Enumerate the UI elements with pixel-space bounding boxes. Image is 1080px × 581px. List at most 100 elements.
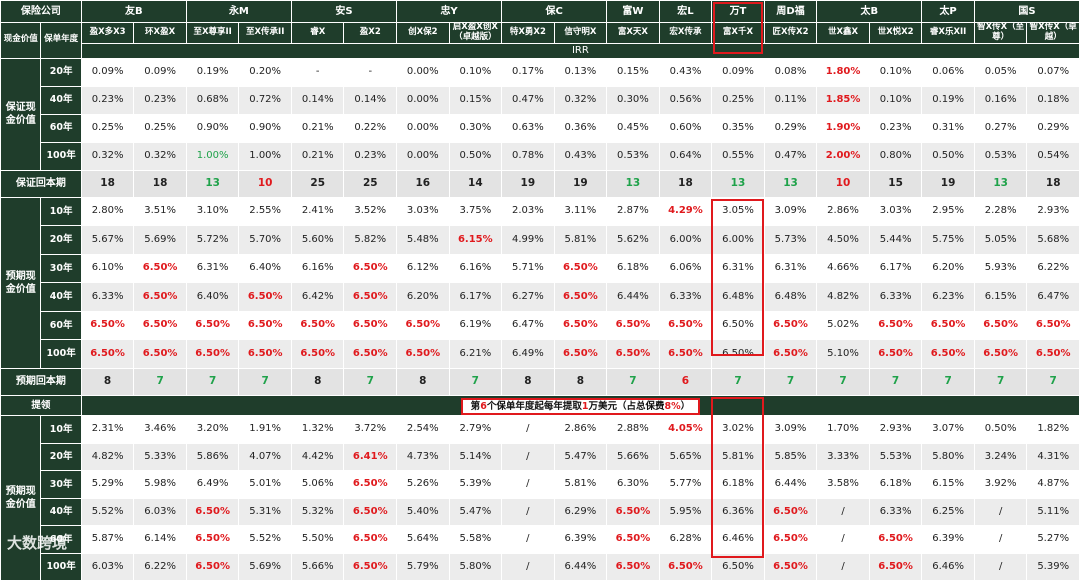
- value-cell: 0.19%: [921, 85, 975, 115]
- value-cell: 0.10%: [448, 57, 503, 87]
- value-cell: 0.80%: [868, 141, 923, 171]
- expected-payback-row: 预期回本期 8 7 7 7 8 7 8 7 8 8 7 6 7 7 7 7 7 7 7: [0, 367, 1080, 396]
- value-cell: 0.22%: [343, 113, 398, 143]
- value-cell: 2.86%: [816, 196, 870, 227]
- year-label: 10年: [40, 196, 82, 227]
- value-cell: 2.93%: [868, 415, 923, 444]
- table-row: 100年 6.50% 6.50% 6.50% 6.50% 6.50% 6.50% 6.50% 6…: [1, 339, 1080, 369]
- value-cell: 4.05%: [658, 415, 713, 444]
- table-row: 100年 6.03% 6.22% 6.50% 5.69% 5.66% 6.50% 5.79% 5…: [1, 552, 1080, 581]
- value-cell: 4.31%: [1026, 442, 1080, 472]
- value-cell: 0.16%: [973, 85, 1028, 115]
- value-cell: 6.50%: [343, 339, 398, 369]
- value-cell: 1.00%: [238, 141, 292, 171]
- value-cell: 0.13%: [553, 57, 608, 87]
- value-cell: 6.12%: [396, 253, 450, 284]
- payback-value: 10: [816, 169, 870, 198]
- value-cell: 1.00%: [185, 141, 240, 171]
- value-cell: 0.06%: [921, 57, 975, 87]
- value-cell: 2.79%: [448, 415, 503, 444]
- value-cell: 6.50%: [711, 339, 765, 369]
- value-cell: /: [501, 552, 555, 581]
- product-name: 盈X2: [343, 22, 398, 44]
- value-cell: 0.00%: [396, 113, 450, 143]
- value-cell: 5.53%: [868, 442, 923, 472]
- value-cell: 3.03%: [396, 196, 450, 227]
- payback-value: 18: [1026, 169, 1080, 198]
- value-cell: 0.56%: [658, 85, 713, 115]
- value-cell: 6.50%: [763, 552, 818, 581]
- payback-value: 7: [185, 367, 240, 396]
- year-label: 40年: [40, 282, 82, 312]
- product-name: 环X盈X: [133, 22, 187, 44]
- value-cell: 6.50%: [553, 253, 608, 284]
- value-cell: 5.72%: [185, 225, 240, 255]
- table-row: 60年 6.50% 6.50% 6.50% 6.50% 6.50% 6.50% 6.50% 6.…: [1, 310, 1080, 341]
- value-cell: 1.32%: [290, 415, 345, 444]
- value-cell: /: [973, 552, 1028, 581]
- value-cell: 3.72%: [343, 415, 398, 444]
- value-cell: 6.33%: [868, 282, 923, 312]
- value-cell: 0.15%: [606, 57, 660, 87]
- value-cell: 5.70%: [238, 225, 292, 255]
- value-cell: 3.07%: [921, 415, 975, 444]
- value-cell: 6.50%: [553, 310, 608, 341]
- value-cell: 5.52%: [80, 497, 135, 527]
- value-cell: 6.46%: [711, 525, 765, 554]
- payback-value: 7: [448, 367, 503, 396]
- value-cell: 6.50%: [606, 339, 660, 369]
- value-cell: 6.23%: [921, 282, 975, 312]
- value-cell: 6.15%: [973, 282, 1028, 312]
- value-cell: 3.05%: [711, 196, 765, 227]
- value-cell: 6.22%: [1026, 253, 1080, 284]
- value-cell: 6.03%: [80, 552, 135, 581]
- value-cell: 6.00%: [658, 225, 713, 255]
- value-cell: 4.07%: [238, 442, 292, 472]
- value-cell: 5.77%: [658, 470, 713, 499]
- year-label: 100年: [40, 141, 82, 171]
- banner-text-banner-d: ）: [680, 400, 691, 412]
- value-cell: 6.50%: [396, 339, 450, 369]
- value-cell: 5.71%: [501, 253, 555, 284]
- value-cell: 5.66%: [606, 442, 660, 472]
- company-name: 万T: [711, 0, 765, 23]
- withdraw-banner-row: 提领 第6个保单年度起每年提取1万美元（占总保费8%）: [0, 394, 1080, 417]
- value-cell: 6.15%: [448, 225, 503, 255]
- value-cell: 6.31%: [185, 253, 240, 284]
- value-cell: 6.50%: [711, 552, 765, 581]
- value-cell: 5.32%: [290, 497, 345, 527]
- year-label: 40年: [40, 85, 82, 115]
- product-name: 信守明X: [553, 22, 608, 44]
- value-cell: 6.50%: [973, 339, 1028, 369]
- value-cell: 2.41%: [290, 196, 345, 227]
- value-cell: 0.14%: [343, 85, 398, 115]
- value-cell: 6.50%: [185, 339, 240, 369]
- value-cell: 0.64%: [658, 141, 713, 171]
- value-cell: 0.00%: [396, 85, 450, 115]
- value-cell: 6.47%: [1026, 282, 1080, 312]
- value-cell: 5.80%: [921, 442, 975, 472]
- payback-value: 18: [658, 169, 713, 198]
- value-cell: 0.14%: [290, 85, 345, 115]
- value-cell: 4.82%: [80, 442, 135, 472]
- banner-text-banner-num1: 6: [480, 400, 487, 412]
- value-cell: 0.30%: [448, 113, 503, 143]
- banner-text-banner-num2: 1: [581, 400, 589, 412]
- value-cell: 6.50%: [290, 339, 345, 369]
- payback-value: 7: [711, 367, 765, 396]
- value-cell: 6.44%: [763, 470, 818, 499]
- value-cell: 0.30%: [606, 85, 660, 115]
- product-name: 创X保2: [396, 22, 450, 44]
- payback-value: 13: [606, 169, 660, 198]
- value-cell: 6.50%: [343, 470, 398, 499]
- table-row: 40年 0.23% 0.23% 0.68% 0.72% 0.14% 0.14% 0.00% 0.…: [1, 85, 1080, 115]
- value-cell: 6.50%: [658, 310, 713, 341]
- value-cell: 6.50%: [868, 339, 923, 369]
- table-row: 100年 0.32% 0.32% 1.00% 1.00% 0.21% 0.23% 0.00% 0…: [1, 141, 1080, 171]
- payback-value: 14: [448, 169, 503, 198]
- value-cell: 4.87%: [1026, 470, 1080, 499]
- product-name: 睿X乐XII: [921, 22, 975, 44]
- value-cell: 5.58%: [448, 525, 503, 554]
- payback-value: 25: [343, 169, 398, 198]
- value-cell: 6.17%: [448, 282, 503, 312]
